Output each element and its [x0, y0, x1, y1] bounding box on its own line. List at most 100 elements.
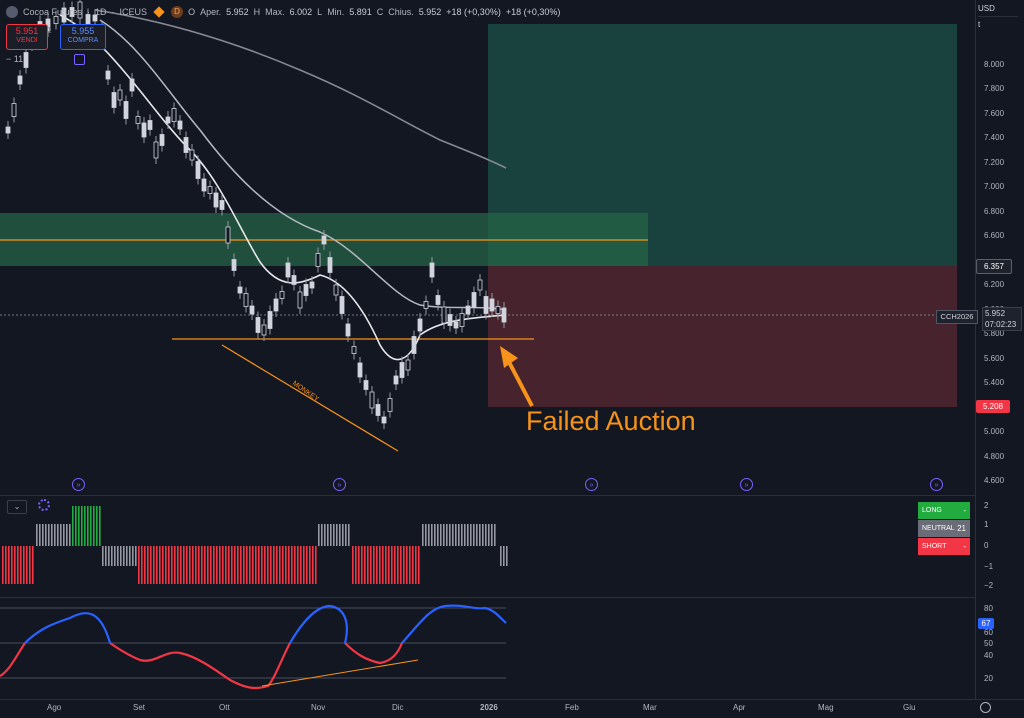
indicator-bar: [339, 524, 341, 546]
alert-icon[interactable]: [74, 54, 85, 65]
indicator-bar: [180, 546, 182, 584]
indicator-bar: [243, 546, 245, 584]
candle: [141, 122, 147, 138]
settings-gear-icon[interactable]: [980, 702, 991, 713]
indicator-bar: [418, 546, 420, 584]
indicator-bar: [467, 524, 469, 546]
candle: [213, 192, 219, 208]
indicator-bar: [425, 524, 427, 546]
indicator-bar: [306, 546, 308, 584]
symbol-logo-icon: [6, 6, 18, 18]
indicator-bar: [370, 546, 372, 584]
price-chart[interactable]: [0, 0, 975, 495]
stop-zone[interactable]: [488, 266, 957, 407]
indicator-bar: [102, 546, 104, 566]
candle: [405, 359, 411, 371]
indicator-bar: [246, 546, 248, 584]
sell-button[interactable]: 5.951 VENDI: [6, 24, 48, 50]
legend-exchange: ICEUS: [119, 7, 148, 17]
legend-change: +18 (+0,30%): [446, 7, 501, 17]
indicator-bar: [270, 546, 272, 584]
ema-short: [59, 14, 507, 361]
price-tick-label: 5.800: [984, 329, 1005, 338]
indicator-bar: [273, 546, 275, 584]
candle: [279, 291, 285, 299]
price-tick-label: 6.600: [984, 231, 1005, 240]
collapse-pane-button[interactable]: ⌄: [7, 500, 27, 514]
indicator-bar: [150, 546, 152, 584]
indicator-bar: [84, 506, 86, 546]
indicator-bar: [165, 546, 167, 584]
time-axis-label: Feb: [565, 703, 579, 712]
indicator-bar: [60, 524, 62, 546]
candle: [339, 296, 345, 314]
candle: [477, 279, 483, 291]
pane-divider[interactable]: [0, 597, 975, 598]
legend-symbol[interactable]: Cocoa Futures: [23, 7, 83, 17]
indicator-bar: [213, 546, 215, 584]
indicator-bar: [367, 546, 369, 584]
time-axis-label: Set: [133, 703, 146, 712]
buy-button[interactable]: 5.955 COMPRA: [60, 24, 106, 50]
candle: [77, 1, 83, 19]
candle: [135, 116, 141, 124]
arrow-icon[interactable]: [498, 344, 538, 410]
pane-divider[interactable]: [0, 495, 975, 496]
currency-selector[interactable]: USD t: [978, 4, 1018, 29]
price-tick-label: 4.600: [984, 476, 1005, 485]
price-axis[interactable]: [975, 0, 1024, 700]
indicator-bar: [391, 546, 393, 584]
indicator-bar: [318, 524, 320, 546]
indicator-bar: [361, 546, 363, 584]
session-marker-icon[interactable]: »: [333, 478, 346, 491]
indicator-bar: [75, 506, 77, 546]
indicator-bar: [63, 524, 65, 546]
price-tick-label: 5.400: [984, 378, 1005, 387]
ind-axis-m1: −1: [984, 562, 994, 571]
indicator-bar: [2, 546, 4, 584]
candle: [291, 275, 297, 285]
osc-current-badge: 67: [978, 618, 994, 629]
indicator-bar: [132, 546, 134, 566]
candle: [111, 92, 117, 108]
session-marker-icon[interactable]: »: [930, 478, 943, 491]
indicator-bar: [201, 546, 203, 584]
oscillator-chart[interactable]: [0, 598, 975, 698]
indicator-bar: [189, 546, 191, 584]
signal-status-panel: LONG - NEUTRAL 21 SHORT -: [918, 502, 970, 556]
status-long-value: -: [963, 506, 966, 515]
time-axis-label: Dic: [392, 703, 404, 712]
indicator-bar: [303, 546, 305, 584]
session-marker-icon[interactable]: »: [72, 478, 85, 491]
minus-icon[interactable]: −: [6, 54, 12, 64]
time-axis-label: Giu: [903, 703, 916, 712]
oscillator-line-bull: [24, 604, 507, 644]
indicator-bar: [42, 524, 44, 546]
session-marker-icon[interactable]: »: [740, 478, 753, 491]
indicator-bar: [129, 546, 131, 566]
indicator-bar: [66, 524, 68, 546]
lots-value: 11: [13, 54, 24, 64]
legend-timeframe[interactable]: 1D: [95, 7, 107, 17]
status-long-label: LONG: [922, 507, 942, 514]
indicator-settings-icon[interactable]: [38, 499, 50, 511]
stop-price-badge: 5.208: [976, 400, 1010, 413]
time-axis-label: Mar: [643, 703, 657, 712]
indicator-bar: [14, 546, 16, 584]
ind-axis-2: 2: [984, 501, 989, 510]
status-short: SHORT -: [918, 538, 970, 555]
session-marker-icon[interactable]: »: [585, 478, 598, 491]
indicator-bar: [261, 546, 263, 584]
legend-close: 5.952: [418, 7, 442, 17]
candle: [159, 134, 165, 146]
osc-axis-20: 20: [984, 674, 993, 683]
indicator-bar: [479, 524, 481, 546]
failed-auction-label[interactable]: Failed Auction: [526, 406, 696, 436]
indicator-bar: [403, 546, 405, 584]
indicator-bar: [135, 546, 137, 566]
indicator-bar: [342, 524, 344, 546]
lots-stepper[interactable]: − 11: [6, 54, 23, 64]
regime-indicator[interactable]: [0, 496, 975, 596]
candle: [201, 178, 207, 192]
candle: [237, 286, 243, 294]
